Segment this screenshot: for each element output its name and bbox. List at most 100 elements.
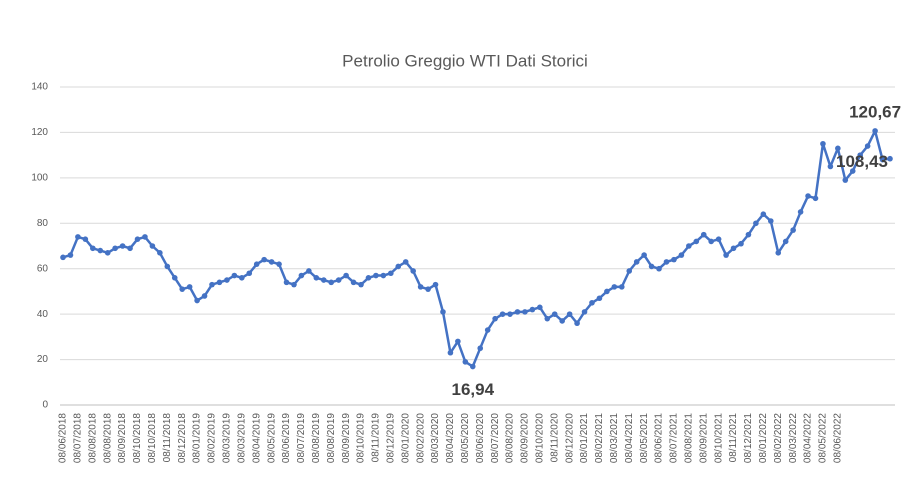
data-point xyxy=(179,286,186,292)
x-tick-label: 08/08/2018 xyxy=(102,413,113,463)
data-point xyxy=(507,311,513,317)
data-point xyxy=(142,234,148,240)
data-point xyxy=(589,299,595,306)
data-point xyxy=(283,279,290,286)
x-tick-label: 08/01/2021 xyxy=(579,413,590,463)
data-point xyxy=(857,152,863,158)
data-point xyxy=(574,320,580,327)
data-point xyxy=(537,304,543,311)
data-point xyxy=(708,238,714,245)
data-point xyxy=(201,293,208,299)
data-point xyxy=(656,265,662,272)
x-tick-label: 08/03/2022 xyxy=(788,413,799,463)
x-tick-label: 08/05/2020 xyxy=(460,413,471,463)
data-point xyxy=(767,218,774,224)
data-point xyxy=(365,275,372,281)
x-tick-label: 08/11/2020 xyxy=(549,413,560,463)
x-tick-label: 08/06/2020 xyxy=(475,413,486,463)
data-point xyxy=(104,250,111,256)
data-point xyxy=(90,245,96,252)
data-point xyxy=(641,252,647,258)
data-point xyxy=(447,349,454,356)
data-point xyxy=(410,268,416,274)
x-tick-label: 08/05/2019 xyxy=(266,413,277,463)
data-point xyxy=(492,315,498,322)
x-tick-label: 08/04/2019 xyxy=(251,413,262,463)
data-point xyxy=(581,309,588,315)
data-point xyxy=(127,245,133,252)
data-point xyxy=(738,240,744,247)
data-point xyxy=(343,272,349,279)
data-point xyxy=(112,245,118,252)
x-tick-label: 08/08/2019 xyxy=(326,413,337,463)
data-point xyxy=(194,297,200,304)
y-tick-label: 80 xyxy=(37,218,49,229)
x-tick-label: 08/07/2020 xyxy=(490,413,501,463)
data-point xyxy=(864,143,871,149)
data-label: 120,67 xyxy=(849,102,901,121)
x-tick-label: 08/09/2019 xyxy=(341,413,352,463)
data-point xyxy=(313,275,320,281)
data-point xyxy=(820,140,826,147)
data-point xyxy=(604,288,610,295)
x-tick-label: 08/02/2020 xyxy=(415,413,426,463)
x-tick-label: 08/11/2021 xyxy=(728,413,739,463)
data-point xyxy=(566,311,573,317)
x-tick-label: 08/10/2018 xyxy=(132,413,143,463)
data-point xyxy=(402,259,409,265)
data-point xyxy=(469,363,476,370)
data-point xyxy=(872,128,878,134)
x-tick-label: 08/06/2018 xyxy=(58,413,69,463)
data-point xyxy=(551,311,558,317)
data-point xyxy=(797,209,804,215)
data-point xyxy=(186,284,193,290)
data-point xyxy=(380,272,387,279)
x-tick-label: 08/06/2019 xyxy=(281,413,292,463)
data-point xyxy=(432,281,439,288)
x-tick-label: 08/12/2020 xyxy=(564,413,575,463)
data-point xyxy=(320,277,327,283)
x-tick-label: 08/10/2019 xyxy=(356,413,367,463)
data-point xyxy=(417,284,424,290)
data-point xyxy=(373,272,379,279)
x-tick-label: 08/12/2019 xyxy=(385,413,396,463)
data-point xyxy=(82,236,89,242)
data-point xyxy=(276,261,282,267)
data-point xyxy=(514,309,521,315)
data-point xyxy=(157,250,163,256)
x-tick-label: 08/12/2021 xyxy=(743,413,754,463)
x-tick-label: 08/06/2021 xyxy=(654,413,665,463)
data-point xyxy=(239,275,245,281)
x-tick-label: 08/02/2021 xyxy=(594,413,605,463)
data-point xyxy=(440,309,446,315)
x-tick-label: 08/04/2020 xyxy=(445,413,456,463)
data-point xyxy=(388,270,394,277)
data-point xyxy=(529,306,536,313)
x-tick-label: 08/07/2019 xyxy=(296,413,307,463)
data-point xyxy=(849,168,856,174)
data-point xyxy=(261,256,267,263)
data-point xyxy=(745,231,752,238)
data-point xyxy=(246,270,253,277)
x-tick-label: 08/03/2020 xyxy=(430,413,441,463)
x-tick-label: 08/08/2018 xyxy=(87,413,98,463)
x-tick-label: 08/11/2019 xyxy=(371,413,382,463)
data-point xyxy=(253,261,260,267)
y-tick-label: 0 xyxy=(42,400,48,411)
data-point xyxy=(633,259,640,265)
x-tick-label: 08/07/2021 xyxy=(669,413,680,463)
data-point xyxy=(842,177,849,183)
data-line xyxy=(62,129,891,368)
x-tick-label: 08/03/2021 xyxy=(609,413,620,463)
data-point xyxy=(499,311,506,317)
y-tick-label: 140 xyxy=(31,82,48,93)
data-point xyxy=(149,243,156,249)
data-point xyxy=(119,243,126,249)
data-point xyxy=(75,234,81,240)
data-point xyxy=(544,315,551,322)
data-point xyxy=(358,281,364,288)
data-point xyxy=(395,263,402,270)
data-point xyxy=(455,338,461,345)
x-tick-label: 08/05/2021 xyxy=(639,413,650,463)
